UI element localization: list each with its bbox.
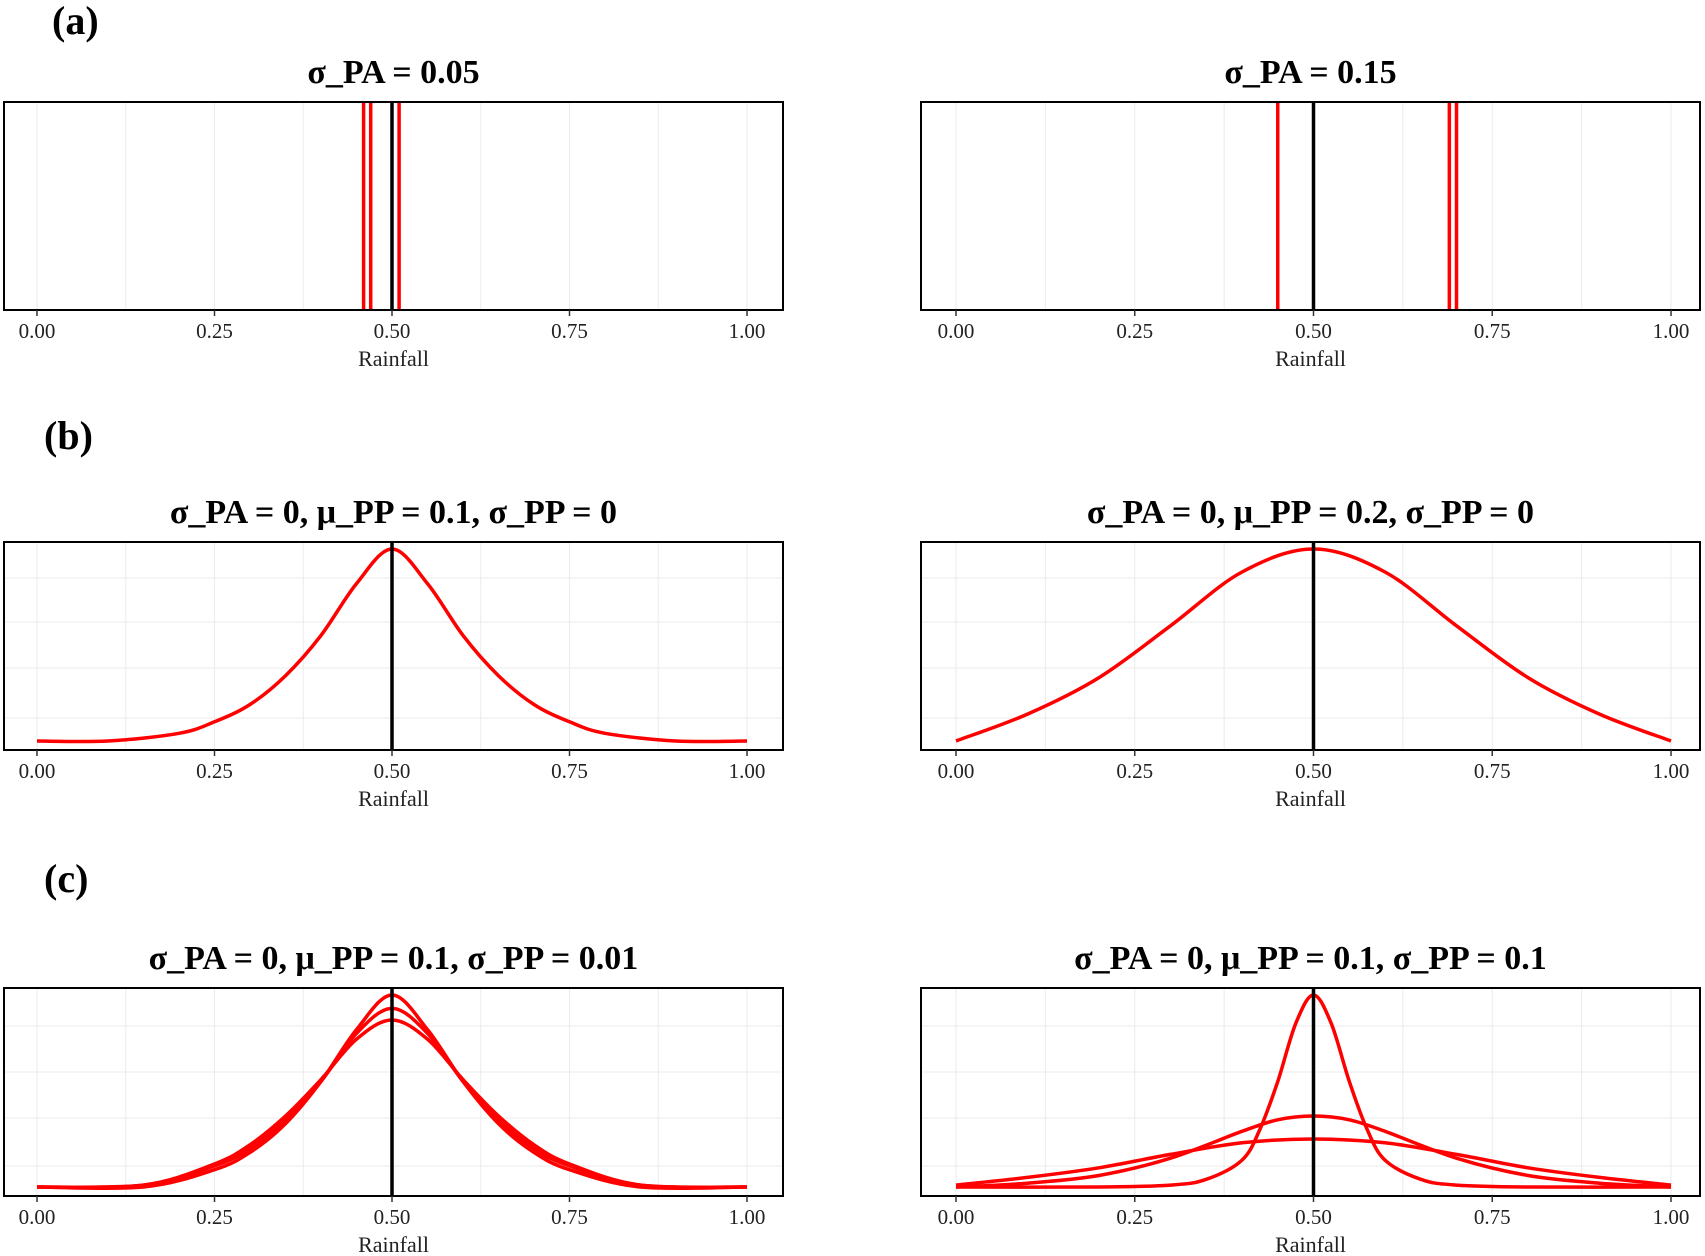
x-tick-label: 1.00 <box>1653 1205 1690 1229</box>
x-tick-label: 0.75 <box>551 759 588 783</box>
x-tick-label: 1.00 <box>1653 759 1690 783</box>
x-tick-label: 0.50 <box>374 319 411 343</box>
panel-label-c: (c) <box>44 856 88 901</box>
panel-frame <box>3 101 784 311</box>
x-tick-label: 0.50 <box>374 759 411 783</box>
x-tick-label: 0.75 <box>551 1205 588 1229</box>
x-tick-label: 0.50 <box>1295 1205 1332 1229</box>
x-axis-label: Rainfall <box>358 346 429 371</box>
x-tick-label: 0.00 <box>19 1205 56 1229</box>
x-tick-label: 0.25 <box>196 1205 233 1229</box>
x-axis-label: Rainfall <box>1275 786 1346 811</box>
panel-4: 0.00 0.25 0.50 0.75 1.00 Rainfall σ_PA = 0, μ_… <box>920 494 1701 811</box>
x-tick-label: 0.00 <box>19 759 56 783</box>
panel-frame <box>920 987 1701 1197</box>
panel-title: σ_PA = 0, μ_PP = 0.2, σ_PP = 0 <box>1087 494 1534 531</box>
x-axis-label: Rainfall <box>1275 346 1346 371</box>
panel-label-b: (b) <box>44 413 93 458</box>
panel-title: σ_PA = 0, μ_PP = 0.1, σ_PP = 0.01 <box>149 940 639 977</box>
panel-title: σ_PA = 0, μ_PP = 0.1, σ_PP = 0.1 <box>1074 940 1547 977</box>
panel-3: 0.00 0.25 0.50 0.75 1.00 Rainfall σ_PA = 0, μ_… <box>3 494 784 811</box>
x-tick-label: 0.75 <box>1474 1205 1511 1229</box>
panel-frame <box>3 541 784 751</box>
x-tick-label: 1.00 <box>1653 319 1690 343</box>
x-tick-label: 0.25 <box>196 319 233 343</box>
panel-title: σ_PA = 0.05 <box>307 54 479 91</box>
x-tick-label: 0.00 <box>938 319 975 343</box>
panel-title: σ_PA = 0, μ_PP = 0.1, σ_PP = 0 <box>170 494 617 531</box>
panel-frame <box>3 987 784 1197</box>
panel-label-a: (a) <box>52 0 99 43</box>
x-tick-label: 0.00 <box>938 1205 975 1229</box>
x-tick-label: 0.25 <box>196 759 233 783</box>
x-axis-label: Rainfall <box>358 786 429 811</box>
x-tick-label: 0.50 <box>1295 759 1332 783</box>
panel-1: 0.00 0.25 0.50 0.75 1.00 Rainfall σ_PA = 0.05 <box>3 54 784 371</box>
panel-title: σ_PA = 0.15 <box>1224 54 1396 91</box>
x-tick-label: 0.75 <box>551 319 588 343</box>
x-axis-label: Rainfall <box>1275 1232 1346 1256</box>
x-tick-label: 0.25 <box>1116 759 1153 783</box>
x-tick-label: 0.75 <box>1474 759 1511 783</box>
x-tick-label: 1.00 <box>729 319 766 343</box>
x-axis-label: Rainfall <box>358 1232 429 1256</box>
x-tick-label: 0.00 <box>938 759 975 783</box>
panel-5: 0.00 0.25 0.50 0.75 1.00 Rainfall σ_PA = 0, μ_… <box>3 940 784 1256</box>
panel-frame <box>920 101 1701 311</box>
x-tick-label: 0.75 <box>1474 319 1511 343</box>
x-tick-label: 0.50 <box>374 1205 411 1229</box>
x-tick-label: 0.50 <box>1295 319 1332 343</box>
x-tick-label: 0.25 <box>1116 319 1153 343</box>
x-tick-label: 0.25 <box>1116 1205 1153 1229</box>
panel-2: 0.00 0.25 0.50 0.75 1.00 Rainfall σ_PA = 0.15 <box>920 54 1701 371</box>
x-tick-label: 0.00 <box>19 319 56 343</box>
panel-6: 0.00 0.25 0.50 0.75 1.00 Rainfall σ_PA = 0, μ_… <box>920 940 1701 1256</box>
panel-frame <box>920 541 1701 751</box>
x-tick-label: 1.00 <box>729 759 766 783</box>
x-tick-label: 1.00 <box>729 1205 766 1229</box>
